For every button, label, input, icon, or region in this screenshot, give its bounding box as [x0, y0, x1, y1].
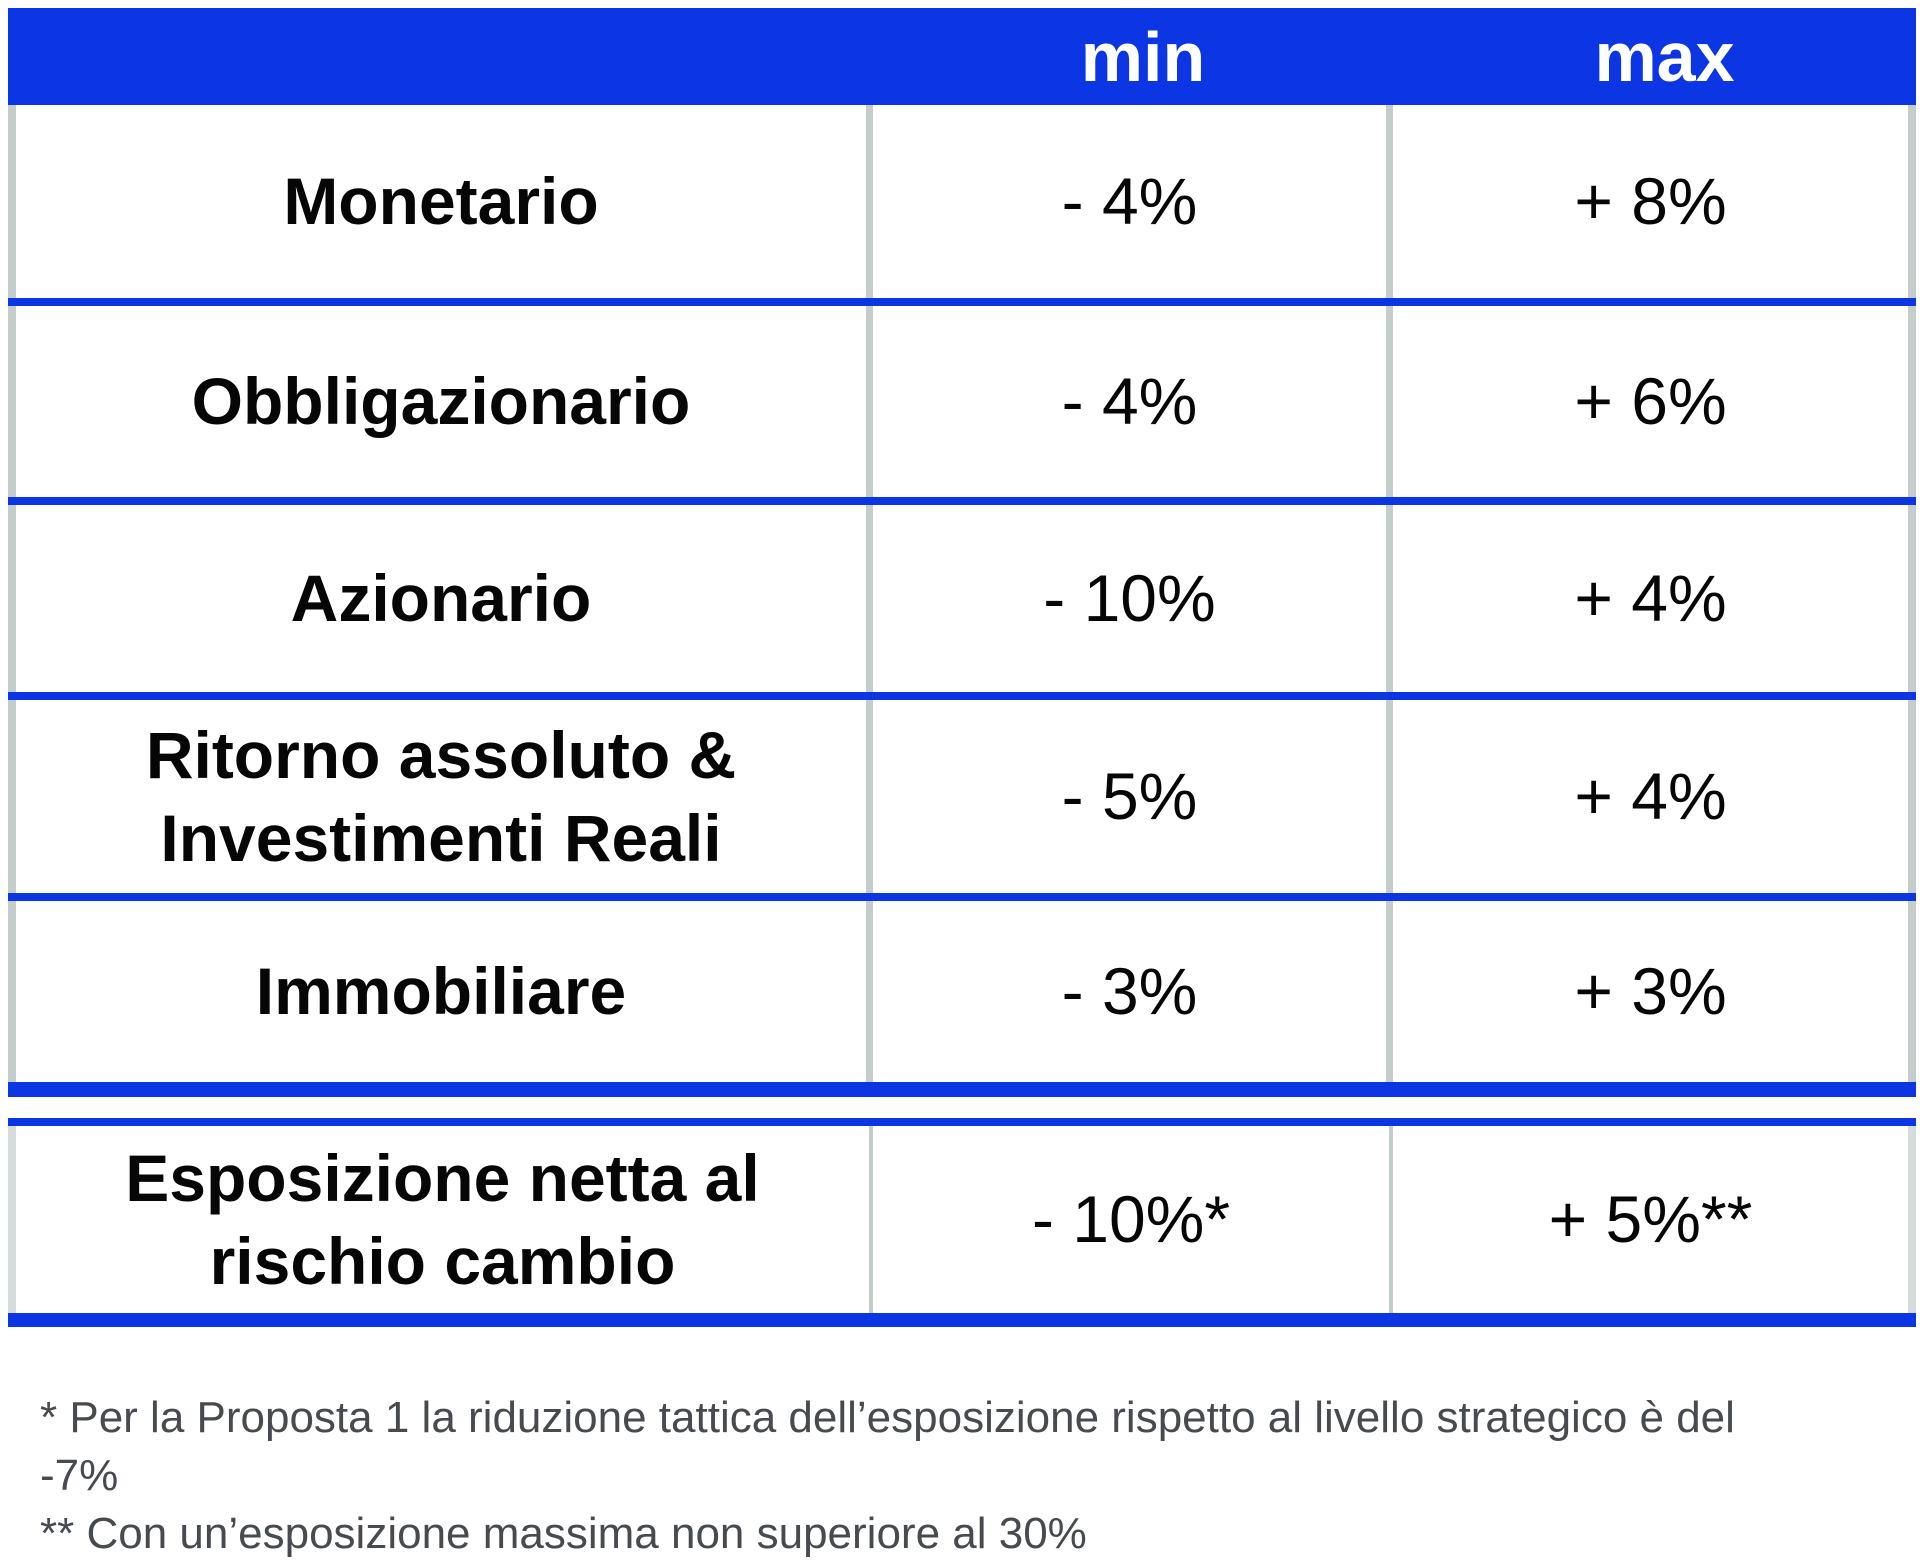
footnotes: * Per la Proposta 1 la riduzione tattica… [40, 1389, 1800, 1562]
row-min-value: - 3% [873, 901, 1393, 1082]
row-max-value: + 6% [1393, 306, 1916, 497]
row-min-value: - 4% [873, 306, 1393, 497]
footnote-esposizione-massima: ** Con un’esposizione massima non superi… [40, 1509, 1087, 1559]
table-header-row: min max [8, 8, 1916, 105]
row-label: Monetario [8, 105, 873, 298]
row-label: Azionario [8, 505, 873, 692]
row-max-value: + 5%** [1393, 1126, 1916, 1313]
exposure-table: Esposizione netta al rischio cambio - 10… [8, 1118, 1916, 1327]
row-label: Esposizione netta al rischio cambio [8, 1126, 873, 1313]
row-max-value: + 8% [1393, 105, 1916, 298]
row-label: Ritorno assoluto & Investimenti Reali [8, 700, 873, 893]
allocation-table: min max Monetario - 4% + 8% Obbligaziona… [8, 8, 1916, 1097]
row-max-value: + 3% [1393, 901, 1916, 1082]
table-row-ritorno-assoluto: Ritorno assoluto & Investimenti Reali - … [8, 700, 1916, 901]
footnote-proposta-1: * Per la Proposta 1 la riduzione tattica… [40, 1393, 1735, 1501]
table-gap [0, 1097, 1920, 1118]
row-min-value: - 10% [873, 505, 1393, 692]
row-label: Obbligazionario [8, 306, 873, 497]
row-min-value: - 5% [873, 700, 1393, 893]
row-min-value: - 10%* [873, 1126, 1393, 1313]
header-max: max [1594, 17, 1735, 96]
header-min: min [1080, 17, 1206, 96]
row-max-value: + 4% [1393, 505, 1916, 692]
header-empty-cell [18, 8, 883, 105]
table-row-immobiliare: Immobiliare - 3% + 3% [8, 901, 1916, 1097]
table-row-azionario: Azionario - 10% + 4% [8, 505, 1916, 700]
table-row-obbligazionario: Obbligazionario - 4% + 6% [8, 306, 1916, 505]
row-max-value: + 4% [1393, 700, 1916, 893]
table-row-esposizione-netta: Esposizione netta al rischio cambio - 10… [8, 1118, 1916, 1327]
row-label: Immobiliare [8, 901, 873, 1082]
row-min-value: - 4% [873, 105, 1393, 298]
table-row-monetario: Monetario - 4% + 8% [8, 105, 1916, 306]
